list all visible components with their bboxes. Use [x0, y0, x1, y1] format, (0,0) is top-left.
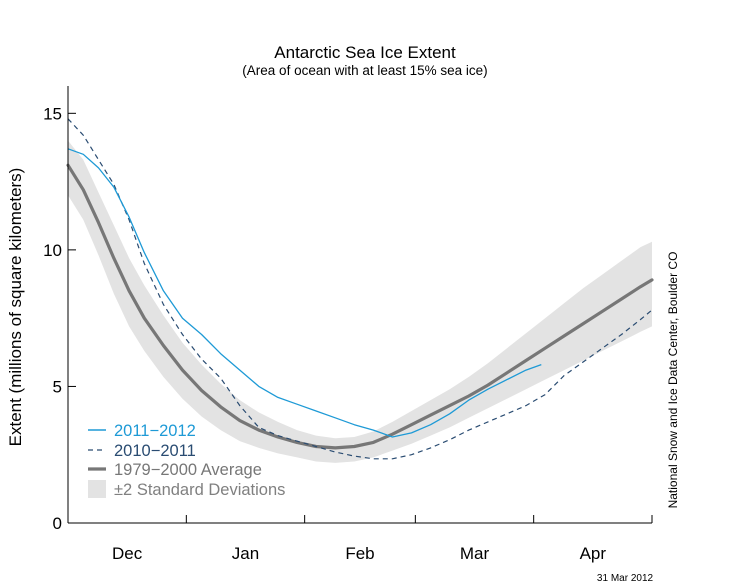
series-line-2011-2012 — [67, 148, 542, 438]
x-tick-label: Jan — [232, 544, 259, 563]
series-line-average — [66, 163, 654, 450]
plot-area — [66, 118, 654, 463]
y-tick-label: 5 — [53, 377, 62, 396]
date-stamp: 31 Mar 2012 — [597, 573, 654, 584]
chart-subtitle: (Area of ocean with at least 15% sea ice… — [242, 63, 487, 78]
x-tick-label: Feb — [345, 544, 374, 563]
chart-title: Antarctic Sea Ice Extent — [274, 43, 456, 62]
x-tick-label: Dec — [112, 544, 143, 563]
legend-label: 1979−2000 Average — [114, 461, 262, 479]
y-axis-label: Extent (millions of square kilometers) — [6, 168, 25, 447]
legend-label: 2010−2011 — [114, 442, 196, 460]
y-tick-label: 10 — [43, 241, 62, 260]
series-line-2010-2011 — [67, 118, 653, 460]
legend-label: 2011−2012 — [114, 422, 196, 440]
y-tick-label: 15 — [43, 104, 62, 123]
x-tick-label: Apr — [580, 544, 607, 563]
x-tick-label: Mar — [460, 544, 490, 563]
legend-label: ±2 Standard Deviations — [114, 481, 285, 499]
legend-swatch-std-dev — [88, 480, 106, 498]
credit-text: National Snow and Ice Data Center, Bould… — [666, 252, 680, 509]
axes: 0 5 10 15 Dec Jan Feb Mar Apr — [43, 86, 653, 563]
y-tick-label: 0 — [53, 514, 62, 533]
std-dev-band — [68, 140, 652, 463]
